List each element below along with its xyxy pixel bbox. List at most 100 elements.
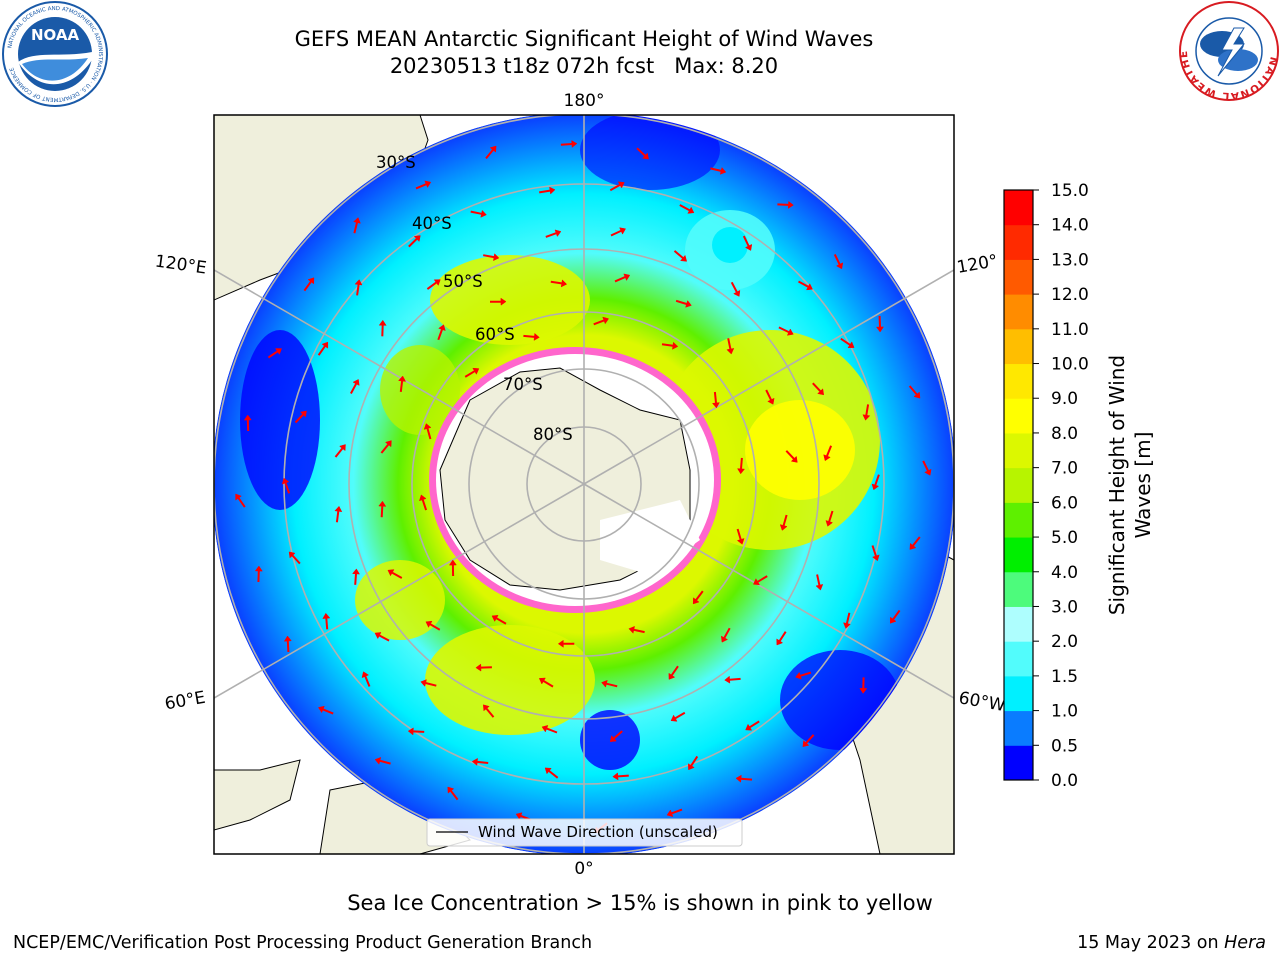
nws-logo: NATIONAL WEATHER SERVICE — [0, 0, 1280, 102]
wave-arrow-head — [720, 635, 729, 643]
wave-arrow-head — [419, 494, 427, 502]
wave-arrow-head — [423, 423, 432, 430]
lat-labels: 30°S 40°S 50°S 60°S 70°S 80°S — [376, 153, 573, 444]
wave-arrow-shaft — [749, 720, 760, 729]
wave-arrow-head — [321, 341, 329, 349]
wave-arrow-head — [670, 714, 678, 722]
wave-arrow-head — [688, 763, 695, 771]
colorbar-tick-label: 0.5 — [1051, 736, 1078, 756]
wave-arrow-head — [549, 186, 556, 195]
wave-arrow-head — [533, 332, 540, 341]
wave-arrow-head — [817, 388, 825, 396]
wave-arrow-shaft — [871, 545, 877, 557]
colorbar-tick-label: 1.0 — [1051, 702, 1078, 722]
wave-arrow-head — [471, 757, 478, 766]
wave-arrow-shaft — [740, 457, 743, 469]
colorbar-tick-label: 10.0 — [1051, 355, 1089, 375]
wave-arrow-shaft — [485, 707, 495, 718]
colorbar-tick-label: 12.0 — [1051, 285, 1089, 305]
wave-arrow-shaft — [483, 254, 495, 259]
wave-arrow-head — [378, 500, 387, 507]
wave-arrow-shaft — [317, 345, 326, 356]
wave-arrow-head — [352, 568, 360, 575]
colorbar-band — [1004, 363, 1033, 399]
wave-arrow-shaft — [291, 554, 301, 565]
wave-arrow-head — [735, 774, 742, 783]
wave-arrow-shaft — [892, 609, 901, 620]
wave-arrow-shaft — [523, 334, 535, 338]
wave-arrow-shaft — [593, 319, 605, 326]
wave-arrow-shaft — [495, 617, 507, 625]
wave-arrow-shaft — [606, 682, 618, 688]
wave-arrow-shaft — [425, 682, 437, 687]
wave-arrow-shaft — [782, 514, 788, 526]
wave-arrow-shaft — [633, 628, 645, 634]
svg-text:NATIONAL WEATHER SERVICE: NATIONAL WEATHER SERVICE — [0, 0, 1280, 102]
wave-arrow-head — [374, 756, 382, 765]
wave-arrow-head — [483, 704, 490, 712]
wave-arrow-shaft — [548, 770, 559, 779]
colorbar-tick-label: 11.0 — [1051, 320, 1089, 340]
colorbar-band — [1004, 571, 1033, 607]
wave-arrow-shaft — [695, 590, 704, 601]
credit-date: 15 May 2023 on Hera — [1077, 933, 1266, 953]
wave-arrow-shaft — [470, 210, 482, 215]
wave-arrow-shaft — [740, 777, 753, 781]
wave-arrow-shaft — [798, 280, 809, 288]
lat-label-50s: 50°S — [443, 272, 483, 291]
wave-arrow-head — [235, 493, 242, 501]
wave-arrow-head — [374, 632, 382, 640]
wave-arrow-head — [913, 391, 921, 399]
chart-title: GEFS MEAN Antarctic Significant Height o… — [294, 27, 874, 51]
wave-arrow-head — [724, 675, 731, 684]
wave-arrow-head — [493, 253, 500, 262]
wave-arrow-shaft — [237, 497, 246, 508]
colorbar-tick-label: 2.0 — [1051, 632, 1078, 652]
colorbar-tick-label: 4.0 — [1051, 563, 1078, 583]
lon-label-180: 180° — [564, 91, 605, 111]
wave-arrow-head — [560, 279, 568, 288]
wave-arrow-shaft — [353, 222, 358, 234]
wave-arrow-shaft — [812, 382, 822, 392]
colorbar-band — [1004, 259, 1033, 295]
colorbar-band — [1004, 537, 1033, 573]
wave-arrow-head — [602, 316, 610, 325]
wave-arrow-shaft — [661, 343, 674, 347]
wave-arrow-shaft — [350, 383, 357, 394]
wave-arrow-shaft — [777, 203, 789, 206]
wave-arrow-shaft — [284, 482, 291, 494]
colorbar-tick-label: 14.0 — [1051, 216, 1089, 236]
colorbar-band — [1004, 190, 1033, 226]
wave-arrow-head — [802, 740, 810, 748]
wave-arrow-shaft — [609, 184, 621, 192]
wave-arrow-shaft — [613, 730, 623, 740]
colorbar-tick-label: 5.0 — [1051, 528, 1078, 548]
wave-arrow-shaft — [729, 677, 741, 681]
wave-arrow-head — [666, 809, 674, 817]
wave-arrow-shaft — [845, 612, 851, 624]
wave-arrow-head — [617, 181, 625, 189]
colorbar-band — [1004, 606, 1033, 642]
wave-arrow-shaft — [673, 250, 684, 259]
colorbar-tick-label: 9.0 — [1051, 389, 1078, 409]
wave-arrow-shaft — [874, 474, 880, 486]
graticule — [214, 115, 954, 854]
wave-arrow-shaft — [550, 280, 562, 285]
sea-ice-footnote: Sea Ice Concentration > 15% is shown in … — [347, 891, 933, 915]
wave-arrow-head — [275, 348, 282, 355]
colorbar-tick-label: 0.0 — [1051, 771, 1078, 791]
wave-arrow-shaft — [730, 281, 738, 293]
wave-arrow-shaft — [723, 627, 731, 639]
wave-arrow-head — [815, 584, 824, 591]
wave-arrow-head — [544, 767, 552, 775]
wave-arrow-shaft — [614, 276, 626, 283]
wave-arrow-head — [745, 723, 753, 731]
colorbar-tick-label: 3.0 — [1051, 597, 1078, 617]
wave-arrow-head — [767, 397, 775, 405]
wave-arrow-head — [554, 229, 562, 238]
wave-arrow-shaft — [816, 574, 821, 586]
wave-arrow-head — [726, 348, 735, 355]
wave-arrow-shaft — [690, 755, 699, 767]
wave-arrow-head — [680, 254, 688, 262]
